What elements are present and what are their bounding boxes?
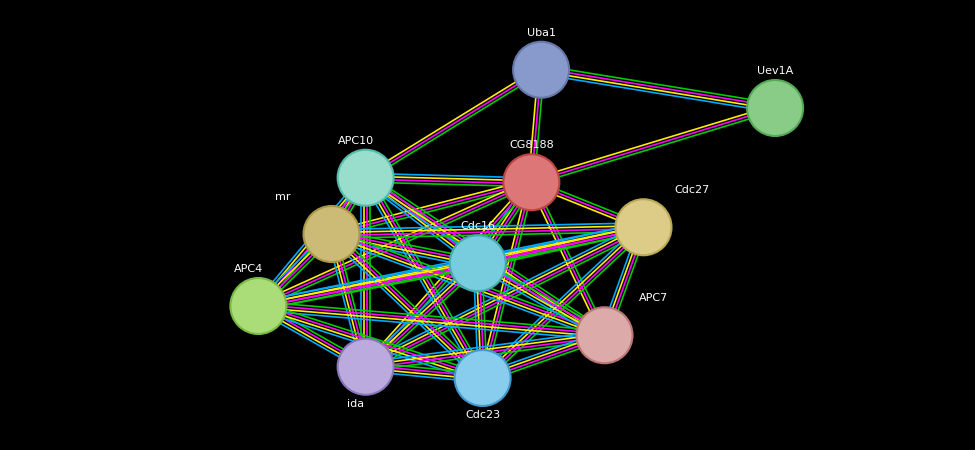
Circle shape (337, 150, 394, 206)
Text: Cdc23: Cdc23 (465, 410, 500, 420)
Text: APC10: APC10 (337, 136, 374, 146)
Circle shape (449, 235, 506, 291)
Text: APC4: APC4 (234, 264, 263, 274)
Text: Uev1A: Uev1A (757, 66, 794, 76)
Text: mr: mr (275, 192, 291, 202)
Text: APC7: APC7 (639, 293, 668, 303)
Circle shape (454, 350, 511, 406)
Circle shape (303, 206, 360, 262)
Text: Cdc16: Cdc16 (460, 221, 495, 231)
Text: CG8188: CG8188 (509, 140, 554, 150)
Circle shape (615, 199, 672, 255)
Text: ida: ida (347, 399, 365, 409)
Circle shape (337, 339, 394, 395)
Circle shape (503, 154, 560, 210)
Circle shape (747, 80, 803, 136)
Text: Cdc27: Cdc27 (675, 185, 710, 195)
Circle shape (230, 278, 287, 334)
Text: Uba1: Uba1 (526, 28, 556, 38)
Circle shape (576, 307, 633, 363)
Circle shape (513, 42, 569, 98)
